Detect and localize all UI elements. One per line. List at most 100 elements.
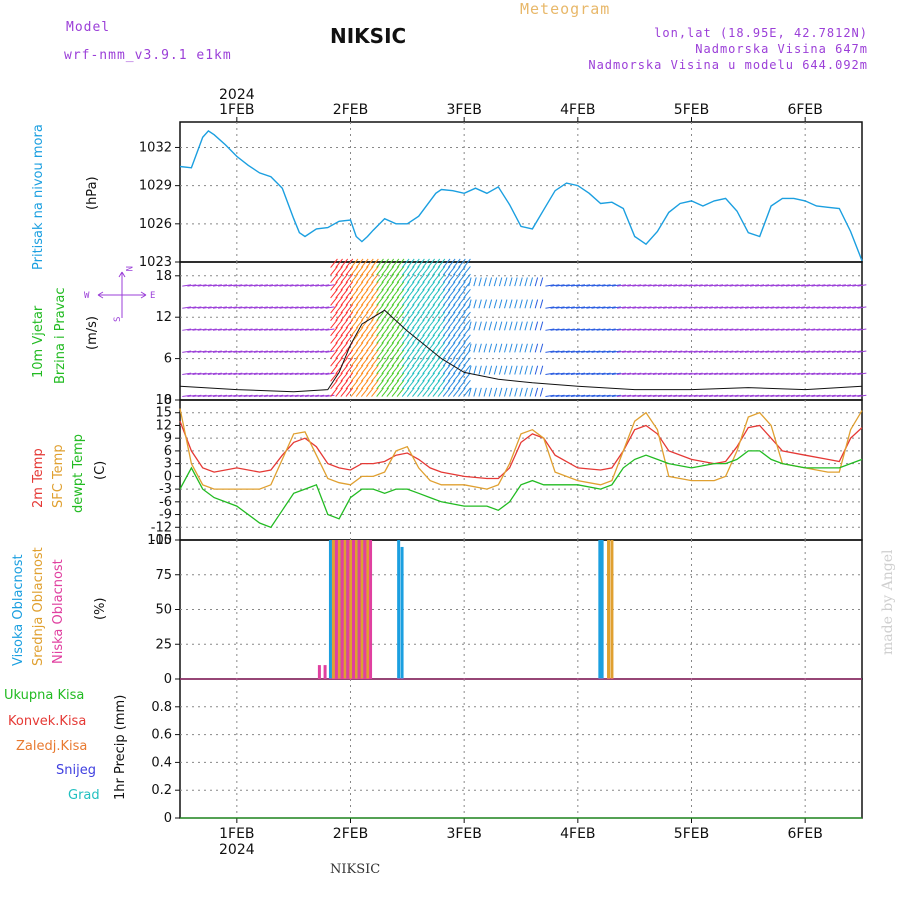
y-tick-label: -6 xyxy=(159,495,172,510)
wind-arrow xyxy=(182,328,192,331)
wind-arrow xyxy=(504,277,508,287)
wind-arrow xyxy=(330,326,338,337)
wind-arrow xyxy=(335,334,343,344)
cloud-mid-bar xyxy=(343,540,347,679)
wind-arrow xyxy=(371,326,379,337)
wind-arrow xyxy=(304,328,315,331)
wind-arrow xyxy=(417,387,425,397)
wind-arrow xyxy=(320,350,330,353)
wind-arrow xyxy=(622,306,632,309)
wind-arrow xyxy=(724,372,734,375)
wind-arrow xyxy=(755,350,765,353)
wind-arrow xyxy=(678,394,688,398)
wind-arrow xyxy=(458,296,466,306)
wind-arrow xyxy=(182,394,192,398)
wind-arrow xyxy=(182,306,192,309)
wind-arrow xyxy=(852,284,862,287)
wind-arrow xyxy=(760,394,770,398)
wind-arrow xyxy=(622,328,632,331)
wind-arrow xyxy=(749,306,760,309)
cloud-mid-bar xyxy=(607,540,611,679)
y-tick-label: 0 xyxy=(164,672,172,687)
wind-arrow xyxy=(427,380,436,390)
wind-arrow xyxy=(406,326,415,337)
wind-arrow xyxy=(202,284,212,287)
wind-arrow xyxy=(606,394,616,398)
wind-arrow xyxy=(570,394,580,398)
wind-arrow xyxy=(406,319,415,329)
wind-arrow xyxy=(412,304,420,314)
precip-label-hail: Grad xyxy=(68,788,100,803)
wind-arrow xyxy=(529,277,533,287)
wind-arrow xyxy=(360,273,369,284)
wind-arrow xyxy=(223,394,233,398)
wind-arrow xyxy=(279,350,289,353)
wind-arrow xyxy=(396,281,405,291)
wind-arrow xyxy=(197,372,207,375)
wind-arrow xyxy=(442,281,451,291)
wind-arrow xyxy=(550,328,560,331)
wind-arrow xyxy=(360,357,369,367)
panel-frame xyxy=(179,399,863,541)
wind-arrow xyxy=(274,372,284,375)
wind-arrow xyxy=(458,281,466,291)
wind-arrow xyxy=(447,296,456,306)
wind-arrow xyxy=(218,372,228,375)
wind-arrow xyxy=(550,394,560,398)
wind-arrow xyxy=(335,311,343,321)
wind-arrow xyxy=(611,328,621,331)
wind-arrow xyxy=(539,321,544,331)
wind-arrow xyxy=(683,306,693,309)
wind-arrow xyxy=(345,334,354,344)
wind-arrow xyxy=(243,372,253,375)
wind-arrow xyxy=(504,299,508,309)
wind-arrow xyxy=(447,266,456,276)
wind-arrow xyxy=(330,380,338,390)
wind-arrow xyxy=(673,328,683,331)
wind-arrow xyxy=(427,349,436,359)
wind-arrow xyxy=(330,342,338,352)
wind-arrow xyxy=(483,277,487,287)
wind-arrow xyxy=(315,394,325,398)
wind-arrow xyxy=(703,306,713,309)
wind-arrow xyxy=(622,394,632,398)
wind-arrow xyxy=(355,342,364,352)
wind-arrow xyxy=(714,328,724,331)
wind-arrow xyxy=(539,277,544,287)
wind-arrow xyxy=(611,306,621,309)
wind-arrow xyxy=(350,258,359,268)
wind-arrow xyxy=(529,299,533,309)
wind-arrow xyxy=(335,326,343,337)
wind-arrow xyxy=(724,350,734,353)
wind-arrow xyxy=(396,273,405,284)
wind-arrow xyxy=(335,380,343,390)
wind-arrow xyxy=(842,372,852,375)
wind-arrow xyxy=(519,299,523,309)
wind-arrow xyxy=(243,306,253,309)
wind-arrow xyxy=(811,372,821,375)
wind-arrow xyxy=(207,372,217,375)
cloud-mid-bar xyxy=(337,540,341,679)
wind-arrow xyxy=(289,306,299,309)
wind-arrow xyxy=(417,258,425,268)
wind-arrow xyxy=(729,350,739,353)
model-label: Model xyxy=(66,20,111,35)
wind-arrow xyxy=(452,304,461,314)
wind-arrow xyxy=(458,357,466,367)
wind-arrow xyxy=(857,372,867,375)
wind-arrow xyxy=(258,306,268,309)
wind-arrow xyxy=(570,284,580,287)
wind-arrow xyxy=(376,326,384,337)
wind-arrow xyxy=(330,364,338,375)
wind-arrow xyxy=(637,350,647,353)
wind-arrow xyxy=(498,299,503,309)
wind-arrow xyxy=(790,284,800,287)
wind-arrow xyxy=(673,394,683,398)
temp-label-dew: dewpt Temp xyxy=(71,434,86,513)
wind-arrow xyxy=(340,266,349,276)
wind-arrow xyxy=(657,372,667,375)
wind-arrow xyxy=(734,284,744,287)
wind-arrow xyxy=(565,328,575,331)
wind-arrow xyxy=(442,326,451,337)
wind-arrow xyxy=(811,394,821,398)
